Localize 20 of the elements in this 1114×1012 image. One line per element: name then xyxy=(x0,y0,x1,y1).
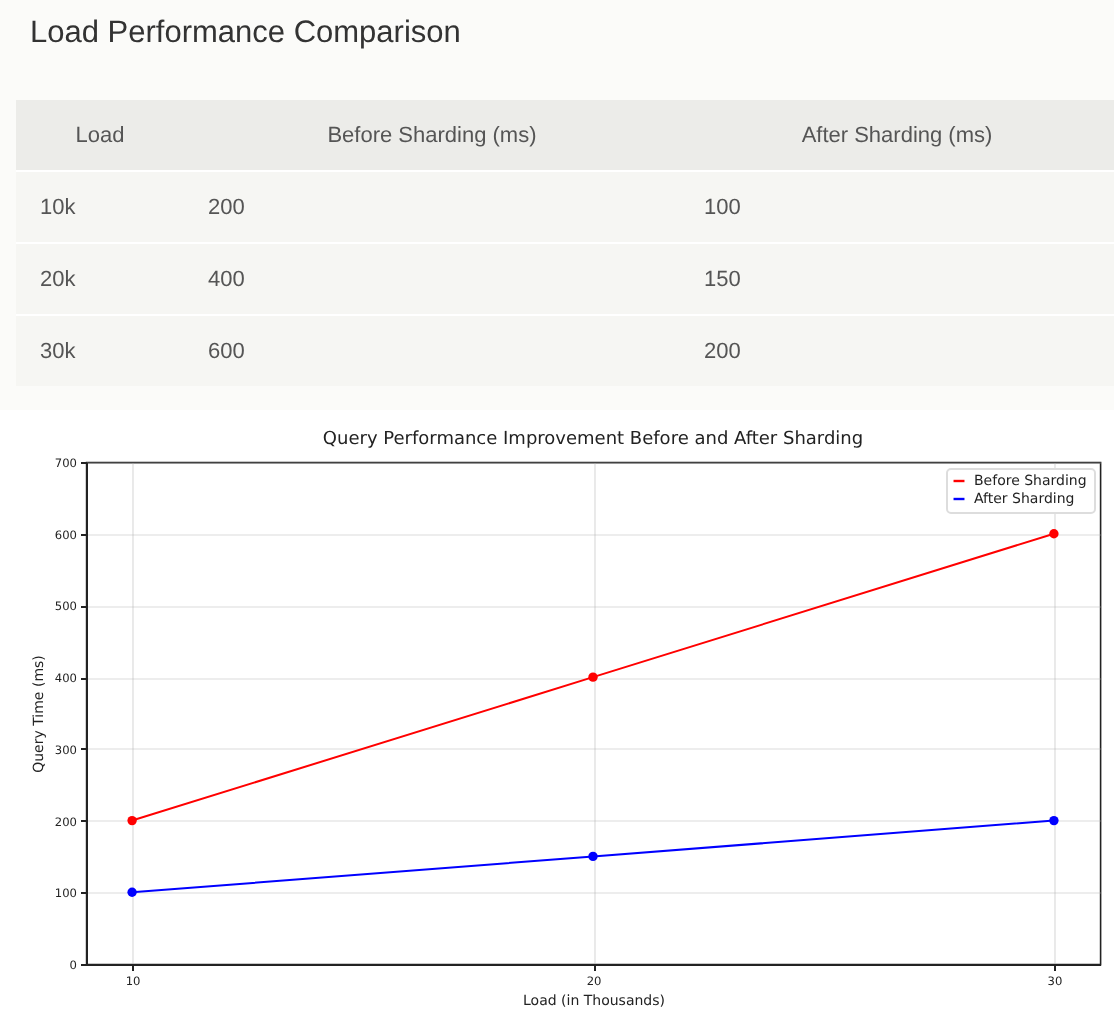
text: 200 xyxy=(184,171,680,243)
point xyxy=(588,851,598,862)
text: 10k xyxy=(16,171,184,243)
text: After Sharding (ms) xyxy=(680,100,1114,171)
point xyxy=(588,672,598,682)
text: 600 xyxy=(184,315,680,386)
point xyxy=(127,815,137,826)
text: 150 xyxy=(680,243,1114,315)
text: 20k xyxy=(16,243,184,315)
text: 100 xyxy=(680,171,1114,243)
point xyxy=(1049,529,1059,539)
point xyxy=(127,887,137,897)
text: Before Sharding (ms) xyxy=(184,100,680,171)
point xyxy=(1049,815,1059,826)
text: Load xyxy=(16,100,184,171)
text: 30k xyxy=(16,315,184,386)
text: 200 xyxy=(680,315,1114,386)
text: Load Performance Comparison xyxy=(30,16,461,52)
text: 400 xyxy=(184,243,680,315)
chart-title: Query Performance Improvement Before and After Sharding xyxy=(322,430,864,450)
